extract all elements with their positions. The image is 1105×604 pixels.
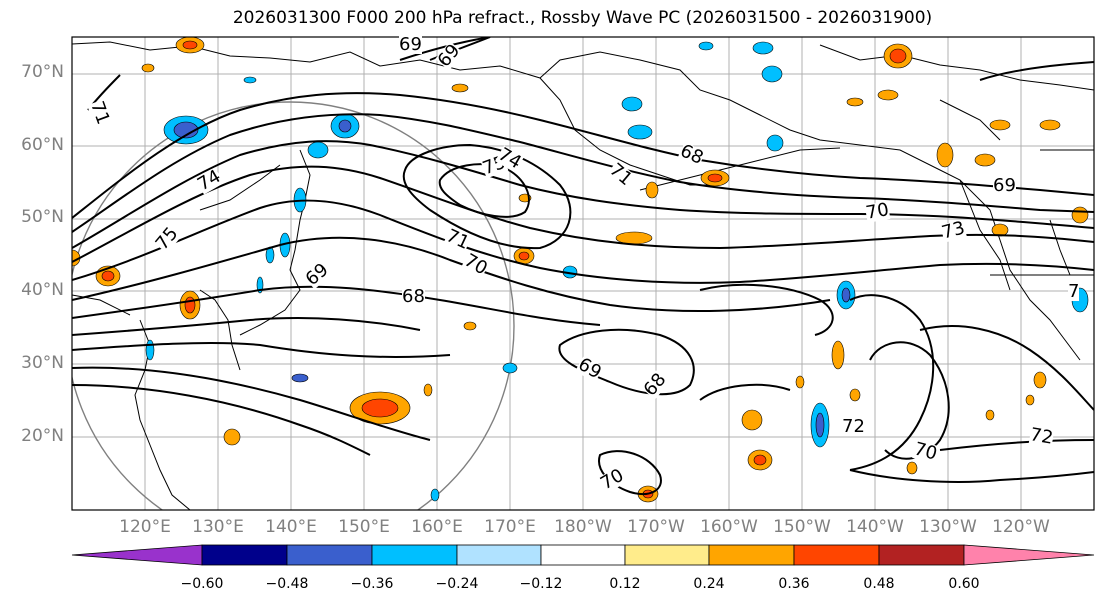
- longitude-label: 150°W: [773, 517, 831, 537]
- colorbar-tick-label: 0.48: [863, 576, 895, 592]
- colorbar-bin: [371, 544, 458, 566]
- longitude-label: 160°E: [411, 517, 463, 537]
- colorbar-extend-low: [71, 544, 203, 566]
- latitude-label: 30°N: [21, 353, 64, 373]
- longitude-label: 140°E: [265, 517, 317, 537]
- longitude-label: 160°W: [700, 517, 758, 537]
- latitude-label: 50°N: [21, 207, 64, 227]
- great-circle: [72, 101, 515, 510]
- colorbar-tick-label: 0.12: [609, 576, 641, 592]
- colorbar-tick-label: −0.12: [519, 576, 563, 592]
- colorbar-bin: [878, 544, 965, 566]
- colorbar-tick-label: 0.36: [778, 576, 810, 592]
- colorbar-bin: [456, 544, 542, 566]
- colorbar-bin: [793, 544, 880, 566]
- anomaly-fills: [72, 37, 1089, 503]
- latitude-label: 60°N: [21, 135, 64, 155]
- colorbar-tick-label: −0.60: [180, 576, 224, 592]
- colorbar-bin: [708, 544, 795, 566]
- map-title: 2026031300 F000 200 hPa refract., Rossby…: [232, 8, 933, 28]
- longitude-label: 140°W: [846, 517, 904, 537]
- longitude-label: 120°W: [992, 517, 1050, 537]
- latitude-label: 40°N: [21, 280, 64, 300]
- longitude-label: 120°E: [119, 517, 171, 537]
- latitude-label: 20°N: [21, 426, 64, 446]
- longitude-label: 170°W: [627, 517, 685, 537]
- colorbar-tick-label: 0.24: [693, 576, 725, 592]
- contour-label: 68: [402, 286, 425, 307]
- latitude-label: 70°N: [21, 62, 64, 82]
- contour-label: 69: [399, 34, 422, 55]
- colorbar-tick-label: −0.48: [265, 576, 309, 592]
- contour-label: 69: [993, 175, 1016, 196]
- longitude-label: 170°E: [484, 517, 536, 537]
- longitude-label: 130°E: [192, 517, 244, 537]
- longitude-label: 150°E: [338, 517, 390, 537]
- colorbar-bin: [201, 544, 288, 566]
- plot-frame: [71, 36, 1095, 511]
- contour-label: 72: [1028, 424, 1055, 449]
- contour-label: 70: [864, 199, 891, 224]
- longitude-label: 130°W: [919, 517, 977, 537]
- colorbar-tick-label: −0.24: [435, 576, 479, 592]
- colorbar-bin: [286, 544, 373, 566]
- contour-label: 72: [842, 416, 865, 437]
- contour-label: 7: [1068, 281, 1080, 302]
- colorbar-bin: [540, 544, 626, 566]
- longitude-label: 180°W: [554, 517, 612, 537]
- colorbar: [71, 544, 1095, 566]
- colorbar-extend-high: [963, 544, 1095, 566]
- colorbar-bin: [624, 544, 710, 566]
- colorbar-tick-label: 0.60: [948, 576, 980, 592]
- colorbar-tick-label: −0.36: [350, 576, 394, 592]
- graticule: [72, 37, 1094, 510]
